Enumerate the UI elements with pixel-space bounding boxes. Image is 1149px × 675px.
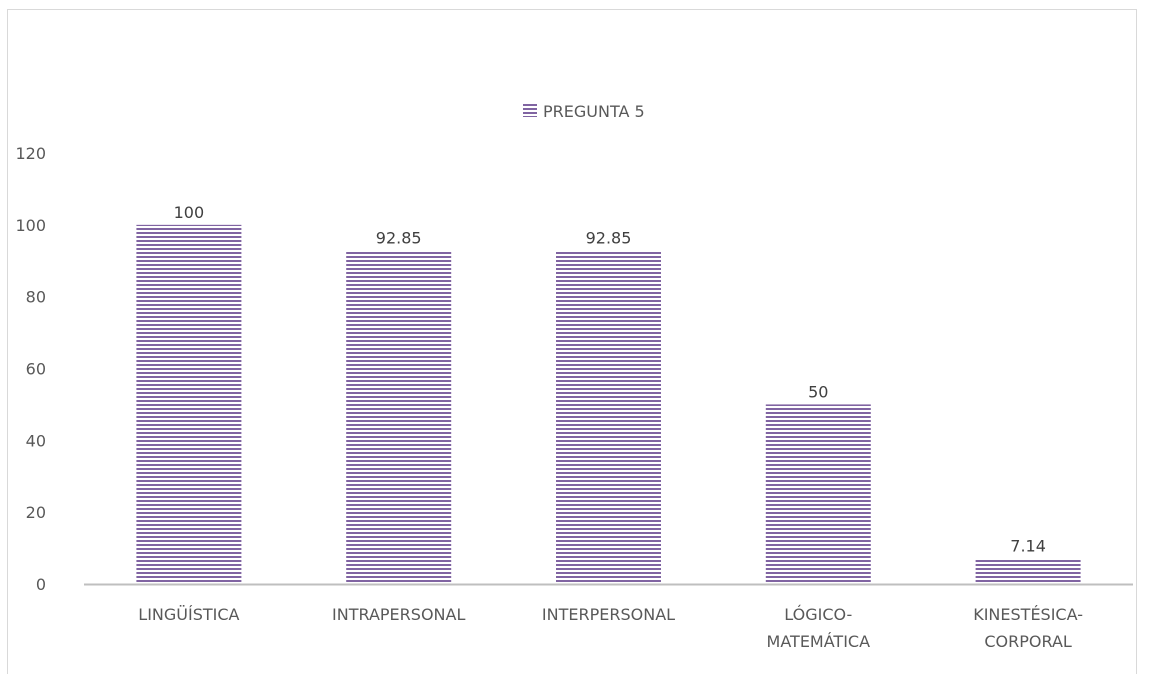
data-labels: 100 92.85 92.85 50 7.14	[174, 203, 1046, 556]
chart-area	[7, 9, 1137, 674]
bar	[346, 250, 452, 585]
y-tick-label: 0	[36, 575, 46, 594]
legend: PREGUNTA 5	[523, 102, 645, 121]
y-tick-label: 100	[15, 216, 46, 235]
bars	[136, 224, 1081, 585]
bar	[556, 250, 661, 585]
x-tick-label: MATEMÁTICA	[767, 632, 871, 651]
y-tick-label: 120	[15, 144, 46, 163]
y-tick-label: 80	[26, 288, 46, 307]
legend-swatch	[523, 103, 537, 117]
data-label: 100	[174, 203, 205, 222]
bar	[765, 404, 871, 584]
x-tick-label: INTERPERSONAL	[542, 605, 675, 624]
data-label: 92.85	[586, 229, 632, 248]
x-tick-label: INTRAPERSONAL	[332, 605, 465, 624]
bar	[136, 224, 242, 585]
x-tick-label: LÓGICO-	[784, 605, 852, 624]
legend-label: PREGUNTA 5	[543, 102, 645, 121]
x-axis: LINGÜÍSTICA INTRAPERSONAL INTERPERSONAL LÓG…	[84, 583, 1133, 651]
x-tick-label: CORPORAL	[984, 632, 1072, 651]
y-axis: 0 20 40 60 80 100 120	[15, 144, 46, 594]
bar	[975, 558, 1081, 584]
data-label: 50	[808, 382, 828, 401]
y-tick-label: 60	[26, 360, 46, 379]
y-tick-label: 40	[26, 431, 46, 450]
y-tick-label: 20	[26, 503, 46, 522]
data-label: 7.14	[1010, 536, 1046, 555]
data-label: 92.85	[376, 229, 422, 248]
x-tick-label: LINGÜÍSTICA	[138, 605, 239, 624]
x-tick-label: KINESTÉSICA-	[973, 605, 1083, 624]
